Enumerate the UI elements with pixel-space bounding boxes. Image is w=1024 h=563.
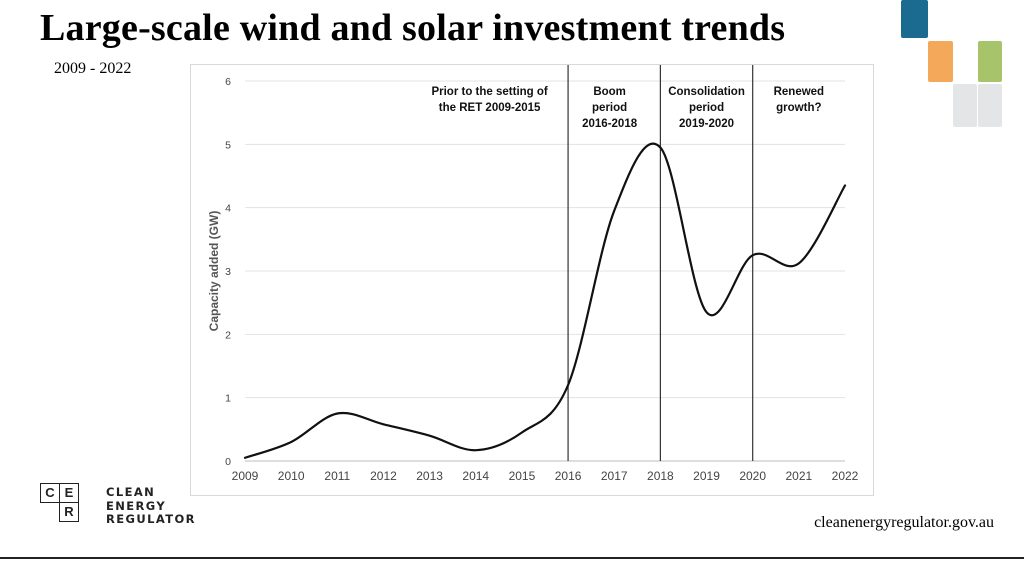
period-annotation-1-line-2: 2016-2018 <box>582 118 638 130</box>
data-point-2016 <box>567 384 570 387</box>
period-annotation-0-line-1: the RET 2009-2015 <box>439 102 541 114</box>
period-annotation-0-line-0: Prior to the setting of <box>431 86 547 98</box>
data-point-2015 <box>520 431 523 434</box>
data-point-2012 <box>382 423 385 426</box>
y-tick-label-0: 0 <box>225 456 231 468</box>
data-point-2014 <box>474 449 477 452</box>
x-tick-label-2010: 2010 <box>278 469 305 483</box>
slide-title: Large-scale wind and solar investment tr… <box>40 7 786 49</box>
capacity-series-line <box>243 142 847 459</box>
capacity-line-chart: 0 1 2 3 4 5 6 2009 2010 2011 2012 2013 2014 2015 2016 2… <box>207 65 859 483</box>
data-point-2013 <box>428 434 431 437</box>
x-tick-label-2012: 2012 <box>370 469 397 483</box>
x-tick-label-2011: 2011 <box>324 469 350 483</box>
y-tick-label-5: 5 <box>225 139 231 151</box>
data-point-2010 <box>290 441 293 444</box>
deco-square-grey-1 <box>953 84 977 127</box>
slide-subtitle: 2009 - 2022 <box>54 60 132 77</box>
period-annotation-1-line-1: period <box>592 102 627 114</box>
y-tick-label-3: 3 <box>225 266 231 278</box>
x-tick-label-2022: 2022 <box>832 469 859 483</box>
deco-square-orange <box>928 41 953 82</box>
logo-line-regulator: REGULATOR <box>106 512 196 526</box>
y-axis-label: Capacity added (GW) <box>207 211 221 332</box>
y-tick-label-2: 2 <box>225 329 231 341</box>
logo-letter-r: R <box>59 502 79 522</box>
data-point-2017 <box>613 209 616 212</box>
x-tick-label-2018: 2018 <box>647 469 674 483</box>
x-tick-label-2013: 2013 <box>416 469 443 483</box>
period-annotation-1-line-0: Boom <box>593 86 626 98</box>
period-annotation-3-line-1: growth? <box>776 102 821 114</box>
y-tick-label-6: 6 <box>225 76 231 88</box>
deco-square-blue <box>901 0 928 38</box>
logo-letter-e: E <box>59 483 79 503</box>
x-tick-label-2015: 2015 <box>509 469 536 483</box>
data-point-2009 <box>244 456 247 459</box>
x-tick-label-2019: 2019 <box>693 469 720 483</box>
x-tick-label-2014: 2014 <box>462 469 489 483</box>
data-point-2022 <box>844 184 847 187</box>
period-annotation-2-line-0: Consolidation <box>668 86 745 98</box>
website-url: cleanenergyregulator.gov.au <box>814 514 994 531</box>
logo-letter-c: C <box>40 483 60 503</box>
period-annotation-2-line-1: period <box>689 102 724 114</box>
bottom-divider <box>0 557 1024 559</box>
x-tick-label-2016: 2016 <box>555 469 582 483</box>
logo-line-clean: CLEAN <box>106 485 156 499</box>
x-tick-label-2020: 2020 <box>739 469 766 483</box>
data-point-2021 <box>797 262 800 265</box>
data-point-2011 <box>336 412 339 415</box>
chart-frame: 0 1 2 3 4 5 6 2009 2010 2011 2012 2013 2014 2015 2016 2… <box>190 64 874 496</box>
x-tick-label-2017: 2017 <box>601 469 628 483</box>
deco-square-green <box>978 41 1002 82</box>
y-tick-label-4: 4 <box>225 203 231 215</box>
data-point-2020 <box>751 254 754 257</box>
deco-square-grey-2 <box>978 84 1002 127</box>
logo-wordmark: CLEAN ENERGY REGULATOR <box>106 485 196 527</box>
data-point-2018 <box>659 146 662 149</box>
period-annotation-3-line-0: Renewed <box>774 86 825 98</box>
period-annotation-2-line-2: 2019-2020 <box>679 118 734 130</box>
logo-line-energy: ENERGY <box>106 498 167 513</box>
x-tick-label-2009: 2009 <box>232 469 259 483</box>
y-tick-label-1: 1 <box>225 393 231 405</box>
data-point-2019 <box>705 311 708 314</box>
x-tick-label-2021: 2021 <box>785 469 812 483</box>
